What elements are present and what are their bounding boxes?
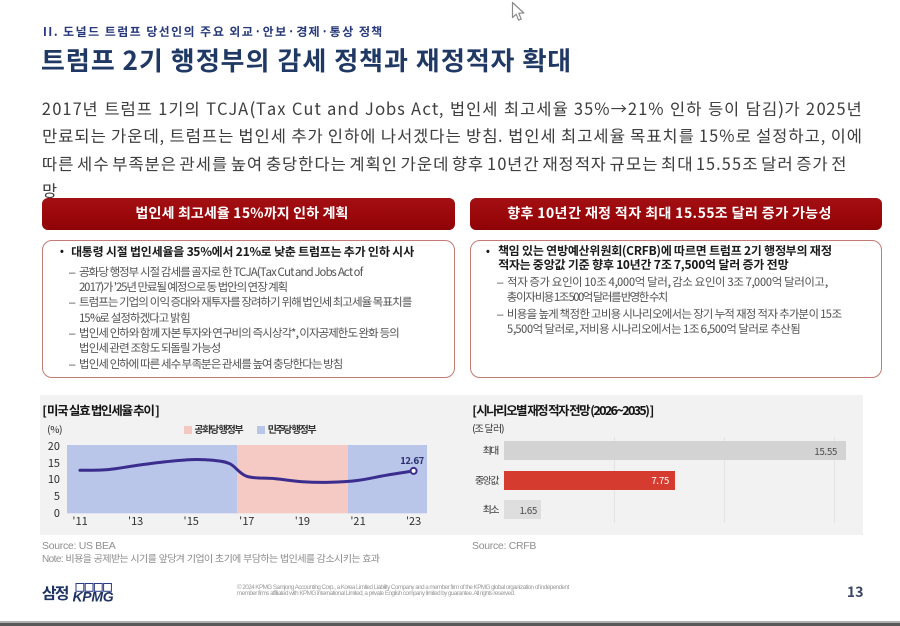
svg-text:KPMG: KPMG bbox=[73, 589, 114, 605]
